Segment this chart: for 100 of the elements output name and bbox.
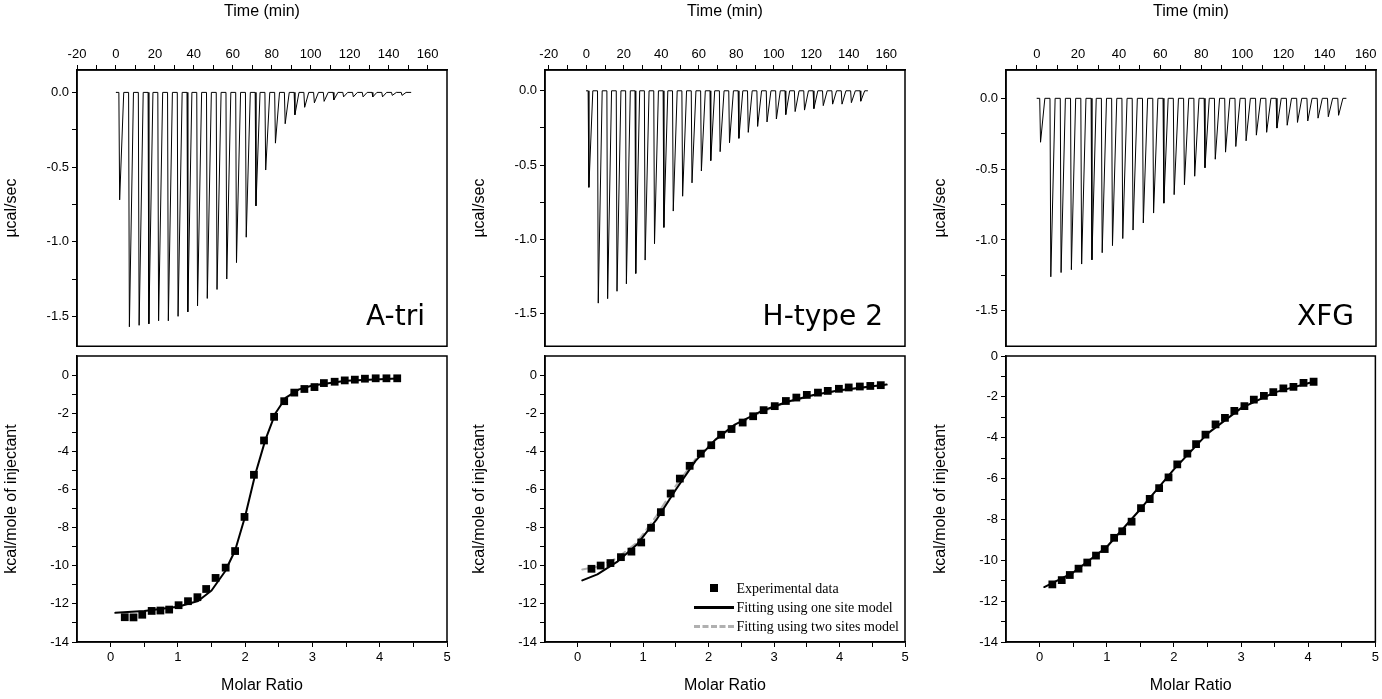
y-tick-label: -10 — [979, 551, 998, 567]
point — [717, 430, 725, 439]
y-tick-label: -10 — [518, 557, 537, 573]
point — [340, 376, 349, 385]
y-tick-label: -12 — [50, 595, 69, 611]
annotation: XFG — [1297, 299, 1354, 333]
point — [617, 553, 625, 562]
y-axis-title: µcal/sec — [931, 178, 949, 238]
x-tick-label: 120 — [1272, 45, 1295, 61]
point — [1183, 449, 1192, 458]
x-tick-label: 60 — [225, 45, 241, 61]
y-tick-label: -12 — [979, 592, 998, 608]
x-tick-label: 0 — [112, 45, 120, 61]
point — [1110, 533, 1119, 542]
x-tick-label: 3 — [770, 649, 778, 665]
y-tick-label: -8 — [525, 519, 537, 535]
point — [1201, 430, 1210, 439]
point — [310, 383, 319, 391]
x-tick-label: 0 — [1035, 649, 1044, 665]
point — [270, 412, 278, 421]
point — [250, 470, 258, 479]
legend-label: Fitting using one site model — [736, 599, 893, 616]
x-tick-label: 100 — [762, 45, 785, 61]
annotation: A-tri — [366, 299, 425, 333]
x-tick-label: 2 — [241, 649, 249, 665]
point — [184, 597, 192, 606]
point — [876, 381, 885, 390]
point — [300, 385, 309, 393]
point — [759, 406, 768, 415]
point — [627, 547, 636, 556]
x-axis-title: Time (min) — [224, 2, 300, 20]
x-tick-label: 1 — [639, 649, 647, 665]
y-tick-label: -4 — [57, 442, 69, 458]
point — [855, 382, 864, 391]
point — [330, 377, 339, 386]
point — [320, 379, 328, 387]
point — [802, 391, 811, 399]
point — [211, 574, 220, 582]
x-tick-label: 0 — [574, 649, 582, 665]
point — [1155, 484, 1164, 493]
y-tick-label: -4 — [525, 442, 537, 458]
x-tick-label: 140 — [837, 45, 860, 61]
point — [174, 601, 183, 610]
y-tick-label: -1.5 — [975, 302, 998, 318]
y-tick-label: -6 — [525, 481, 537, 497]
y-tick-label: -0.5 — [514, 156, 537, 172]
y-axis-title: kcal/mole of injectant — [2, 423, 20, 574]
x-tick-label: 60 — [1152, 45, 1168, 61]
y-axis-title: kcal/mole of injectant — [931, 423, 949, 574]
x-tick-label: 20 — [147, 45, 163, 61]
x-tick-label: 40 — [1111, 45, 1127, 61]
y-tick-label: 0.0 — [518, 82, 537, 98]
y-tick-label: -0.5 — [46, 158, 69, 174]
point — [647, 523, 655, 532]
x-tick-label: 20 — [1070, 45, 1086, 61]
x-axis-title: Molar Ratio — [1149, 675, 1232, 693]
point — [1164, 473, 1173, 482]
point — [675, 474, 684, 483]
x-tick-label: 2 — [705, 649, 713, 665]
point — [1269, 388, 1278, 397]
legend-label: Fitting using two sites model — [736, 618, 899, 635]
y-tick-label: -10 — [50, 557, 69, 573]
y-tick-label: -1.0 — [514, 230, 537, 246]
point — [1173, 460, 1182, 469]
point — [781, 397, 790, 405]
x-tick-label: 2 — [1170, 649, 1178, 665]
y-tick-label: 0 — [61, 366, 69, 382]
x-axis-title: Time (min) — [1153, 2, 1229, 20]
y-tick-label: -8 — [986, 511, 998, 527]
point — [637, 538, 646, 547]
point — [240, 513, 249, 521]
point — [1083, 558, 1092, 567]
y-tick-label: -6 — [986, 470, 998, 486]
x-tick-label: 60 — [691, 45, 706, 61]
point — [1299, 379, 1308, 387]
point — [1048, 580, 1057, 589]
x-tick-label: 1 — [174, 649, 182, 665]
x-tick-label: 0 — [582, 45, 590, 61]
point — [685, 461, 694, 470]
point — [823, 387, 832, 395]
point — [350, 375, 359, 384]
point — [371, 374, 380, 383]
annotation: H-type 2 — [762, 299, 883, 333]
y-tick-label: -12 — [518, 595, 537, 611]
y-tick-label: -2 — [57, 404, 69, 420]
point — [120, 613, 129, 622]
x-tick-label: 5 — [1371, 649, 1379, 665]
point — [587, 564, 596, 573]
point — [770, 402, 779, 411]
point — [231, 547, 239, 555]
point — [596, 561, 605, 570]
x-tick-label: 5 — [443, 649, 451, 665]
y-tick-label: -1.5 — [514, 305, 537, 321]
point — [221, 563, 230, 572]
point — [1137, 504, 1145, 513]
point — [666, 489, 675, 498]
x-tick-label: 140 — [377, 45, 400, 61]
y-axis-title: µcal/sec — [470, 178, 488, 238]
x-tick-label: 120 — [338, 45, 361, 61]
point — [1309, 377, 1318, 386]
